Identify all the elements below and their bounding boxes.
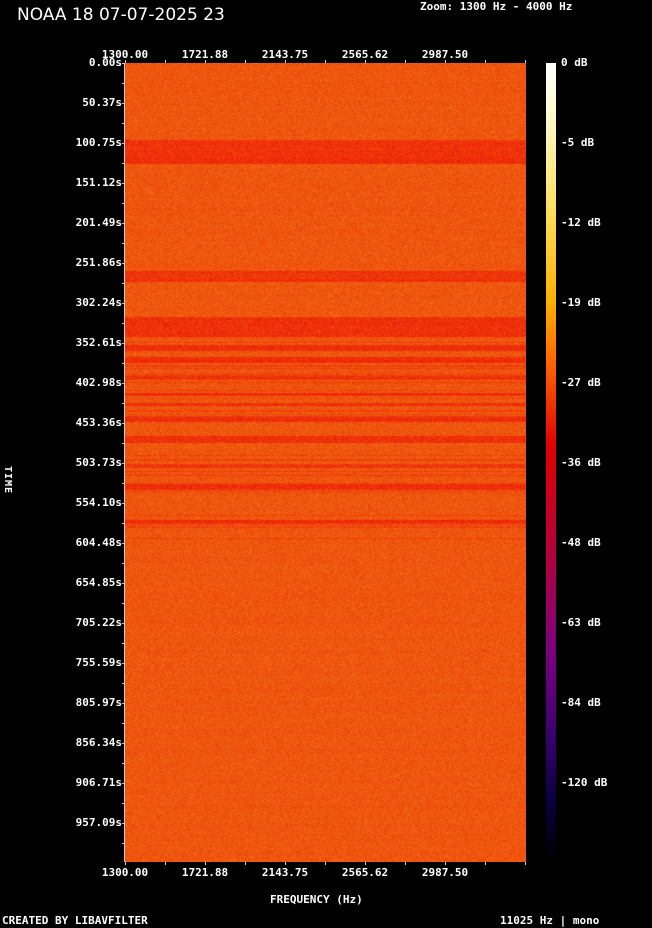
y-tick-label: 906.71s [75, 776, 122, 789]
colorbar-label: -19 dB [561, 296, 601, 309]
colorbar-label: -48 dB [561, 536, 601, 549]
y-tick-label: 453.36s [75, 416, 122, 429]
y-tick-label: 100.75s [75, 136, 122, 149]
x-tick-label-bottom: 1721.88 [181, 866, 229, 879]
y-tick-label: 201.49s [75, 216, 122, 229]
y-tick-label: 957.09s [75, 816, 122, 829]
y-tick-label: 402.98s [75, 376, 122, 389]
x-tick-label-bottom: 2143.75 [261, 866, 309, 879]
y-tick-label: 604.48s [75, 536, 122, 549]
footer-created-by: CREATED BY LIBAVFILTER [2, 914, 148, 927]
chart-title: NOAA 18 07-07-2025 23 [17, 5, 225, 25]
x-tick-label-top: 1300.00 [101, 48, 149, 61]
colorbar-label: -84 dB [561, 696, 601, 709]
colorbar [546, 63, 556, 862]
x-tick-label-bottom: 2565.62 [341, 866, 389, 879]
x-tick-label-top: 1721.88 [181, 48, 229, 61]
y-tick-label: 50.37s [82, 96, 122, 109]
zoom-range-label: Zoom: 1300 Hz - 4000 Hz [420, 0, 573, 13]
x-axis-label: FREQUENCY (Hz) [270, 893, 363, 906]
y-tick-label: 503.73s [75, 456, 122, 469]
colorbar-label: -63 dB [561, 616, 601, 629]
x-tick-label-bottom: 1300.00 [101, 866, 149, 879]
colorbar-label: -27 dB [561, 376, 601, 389]
colorbar-label: -12 dB [561, 216, 601, 229]
y-tick-label: 151.12s [75, 176, 122, 189]
x-tick-label-top: 2565.62 [341, 48, 389, 61]
y-tick-label: 302.24s [75, 296, 122, 309]
colorbar-label: -36 dB [561, 456, 601, 469]
footer-sample-rate: 11025 Hz | mono [500, 914, 600, 927]
y-tick-label: 856.34s [75, 736, 122, 749]
y-tick-label: 554.10s [75, 496, 122, 509]
x-tick-label-top: 2987.50 [421, 48, 469, 61]
colorbar-label: 0 dB [561, 56, 588, 69]
x-tick-label-bottom: 2987.50 [421, 866, 469, 879]
y-tick-label: 654.85s [75, 576, 122, 589]
y-tick-label: 755.59s [75, 656, 122, 669]
y-tick-label: 805.97s [75, 696, 122, 709]
x-tick-label-top: 2143.75 [261, 48, 309, 61]
y-tick-label: 0.00s [88, 56, 122, 69]
y-tick-label: 705.22s [75, 616, 122, 629]
y-tick-label: 251.86s [75, 256, 122, 269]
y-axis-label: TIME [2, 466, 13, 495]
spectrogram-plot [125, 63, 526, 862]
colorbar-label: -5 dB [561, 136, 595, 149]
y-tick-label: 352.61s [75, 336, 122, 349]
colorbar-label: -120 dB [561, 776, 608, 789]
